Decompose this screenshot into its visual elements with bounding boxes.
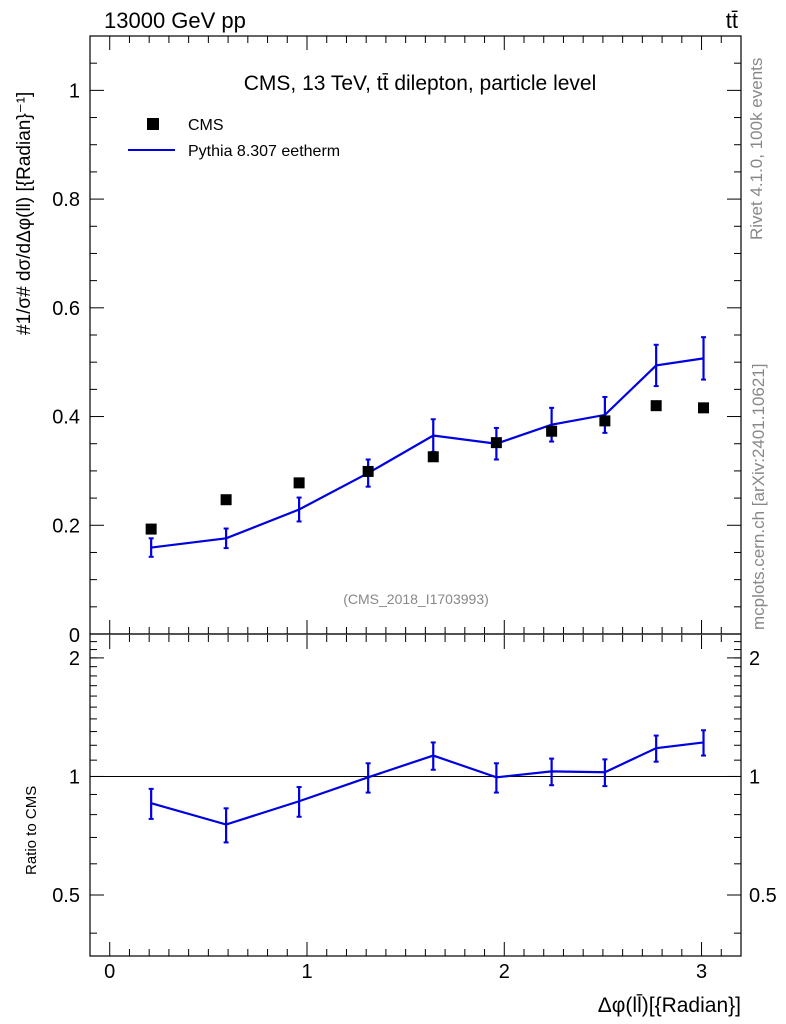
- x-tick-label: 1: [301, 961, 312, 983]
- axis-ticks: [90, 35, 742, 956]
- x-tick-label: 3: [696, 961, 707, 983]
- data-point: [427, 451, 439, 463]
- data-series-main: [145, 400, 710, 535]
- ratio-tick-label-left: 2: [69, 648, 80, 670]
- x-tick-label: 0: [104, 961, 115, 983]
- ratio-axis-title: Ratio to CMS: [23, 786, 40, 875]
- data-point: [490, 437, 502, 449]
- y-tick-label: 0.8: [52, 189, 80, 211]
- data-point: [599, 415, 611, 427]
- ratio-tick-label-right: 0.5: [749, 885, 777, 907]
- data-point: [698, 402, 710, 414]
- data-point: [650, 400, 662, 412]
- data-point: [220, 494, 232, 506]
- y-tick-label-zero: 0: [69, 625, 80, 647]
- data-point: [362, 465, 374, 477]
- mc-series-main: [148, 336, 707, 558]
- mcplots-label: mcplots.cern.ch [arXiv:2401.10621]: [749, 364, 768, 630]
- ratio-tick-label-left: 0.5: [52, 885, 80, 907]
- x-axis-title: Δφ(ll̄)[{Radian}]: [598, 993, 741, 1017]
- y-tick-label: 0.4: [52, 407, 80, 429]
- x-tick-label: 2: [499, 961, 510, 983]
- y-tick-label: 0.6: [52, 298, 80, 320]
- header-energy: 13000 GeV pp: [104, 8, 246, 33]
- ratio-tick-label-right: 2: [749, 648, 760, 670]
- y-tick-label: 0.2: [52, 515, 80, 537]
- legend-mc-label: Pythia 8.307 eetherm: [188, 143, 340, 160]
- tick-labels: 0 1 2 3 0.2 0.4 0.6 0.8 1 0 0.5 0.5 1 1 2 2: [52, 80, 777, 983]
- data-point: [293, 477, 305, 489]
- legend-data-marker: [147, 118, 159, 130]
- rivet-label: Rivet 4.1.0, 100k events: [747, 58, 766, 240]
- ratio-tick-label-left: 1: [69, 766, 80, 788]
- ratio-tick-label-right: 1: [749, 766, 760, 788]
- y-tick-label: 1: [69, 80, 80, 102]
- ratio-line: [150, 741, 704, 826]
- header-process: tt̄: [726, 8, 738, 33]
- data-point: [145, 523, 157, 535]
- mc-series-ratio: [148, 729, 707, 844]
- data-point: [546, 425, 558, 437]
- analysis-watermark: (CMS_2018_I1703993): [343, 591, 489, 607]
- legend-data-label: CMS: [188, 117, 224, 134]
- y-axis-title: #1/σ# dσ/dΔφ(ll) [{Radian}⁻¹]: [14, 92, 35, 335]
- mc-line: [151, 357, 704, 549]
- ratio-plot-frame: [89, 633, 742, 957]
- chart-title: CMS, 13 TeV, tt̄ dilepton, particle leve…: [244, 72, 597, 95]
